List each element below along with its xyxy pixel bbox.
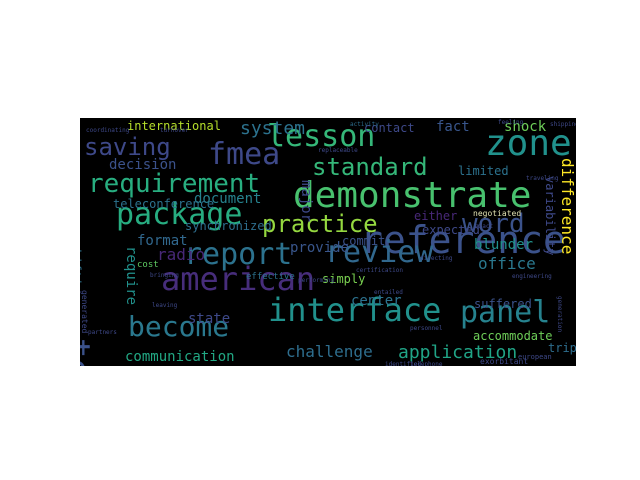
word-expected: expected — [422, 223, 480, 237]
word-decision: decision — [109, 157, 177, 173]
word-effective: effective — [246, 272, 295, 282]
word-provide: provide — [290, 240, 350, 256]
word-entailed: entailed — [374, 289, 403, 296]
word-state: state — [188, 311, 231, 327]
word-office: office — [478, 254, 536, 273]
word-cloud: demonstrate reference american interface pac… — [80, 118, 576, 366]
word-report: report — [184, 237, 293, 272]
word-telephone: telephone — [410, 361, 443, 367]
word-trip: trip — [548, 341, 576, 355]
word-format: format — [137, 233, 188, 249]
word-fmea: fmea — [208, 137, 281, 172]
word-variability: variability — [543, 176, 557, 256]
word-commit: commit — [342, 234, 386, 248]
word-exorbitant: exorbitant — [480, 357, 529, 366]
word-reference: reference — [360, 218, 566, 262]
word-feeling: feeling — [498, 119, 524, 126]
word-communication: communication — [125, 349, 235, 365]
word-major: major — [298, 180, 314, 223]
word-replaceable: replaceable — [318, 147, 358, 154]
word-negotiated: negotiated — [473, 209, 522, 218]
word-standard: standard — [312, 153, 428, 181]
word-saving: saving — [84, 133, 171, 161]
word-become: become — [128, 310, 230, 343]
word-bringing: bringing — [150, 272, 179, 279]
word-review: review — [325, 235, 434, 270]
word-cost: cost — [137, 260, 159, 270]
word-panel: panel — [460, 295, 551, 330]
word-document: document — [194, 191, 262, 207]
word-team: team — [80, 338, 97, 366]
word-demonstrate: demonstrate — [293, 175, 532, 216]
word-exact: exact — [475, 223, 494, 230]
word-partners: partners — [88, 329, 117, 336]
word-generation: generation — [556, 296, 563, 333]
word-fact: fact — [436, 119, 470, 135]
word-limited: limited — [458, 164, 509, 178]
word-engineering: engineering — [512, 273, 552, 280]
word-shock: shock — [504, 119, 547, 135]
word-center: center — [351, 293, 402, 309]
word-accommodate: accommodate — [473, 329, 553, 343]
word-identified: identified — [385, 361, 422, 367]
word-coordinating: coordinating — [86, 127, 130, 134]
word-contact: contact — [364, 121, 415, 135]
word-requirement: requirement — [88, 169, 261, 199]
word-radio: radio — [157, 245, 206, 264]
word-suffered: suffered — [474, 297, 532, 311]
word-challenge: challenge — [286, 342, 373, 361]
word-european: european — [518, 353, 552, 361]
word-american: american — [161, 260, 316, 298]
word-application: application — [398, 342, 518, 363]
word-practice: practice — [262, 210, 378, 238]
word-zone: zone — [485, 123, 572, 164]
word-generated: generated — [80, 290, 89, 334]
word-difference: difference — [558, 158, 576, 255]
word-teleconference: teleconference — [113, 197, 215, 211]
word-require: require — [123, 246, 139, 306]
word-shipping: shipping — [550, 121, 576, 128]
word-international: international — [127, 119, 221, 133]
word-simply: simply — [322, 272, 366, 286]
word-traveling: traveling — [526, 175, 559, 182]
word-synchronized: synchronized — [185, 219, 272, 233]
word-personnel: personnel — [410, 325, 443, 332]
word-directing: directing — [420, 255, 453, 262]
word-lesson: lesson — [267, 119, 376, 154]
word-system: system — [240, 118, 306, 139]
word-either: either — [414, 209, 458, 223]
word-blunder: blunder — [474, 237, 534, 253]
word-word: word — [462, 209, 525, 239]
word-certification: certification — [356, 267, 403, 274]
word-leaving: leaving — [152, 302, 178, 309]
word-performing: performing — [298, 277, 335, 284]
word-interface: interface — [268, 291, 442, 329]
word-activity: activity — [350, 121, 379, 128]
word-turnover: turnover — [160, 127, 189, 134]
word-package: package — [116, 197, 243, 232]
